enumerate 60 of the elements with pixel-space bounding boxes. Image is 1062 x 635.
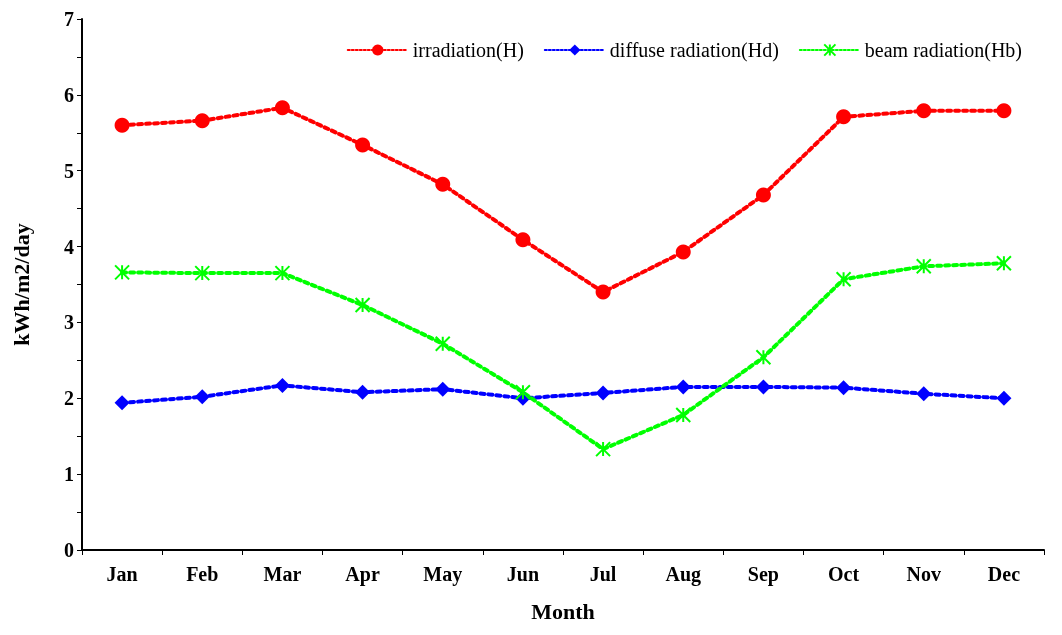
point: [354, 296, 371, 313]
point: [836, 380, 852, 396]
point: [114, 264, 131, 281]
point: [114, 395, 130, 411]
point: [355, 137, 371, 153]
y-axis-title: kWh/m2/day: [8, 223, 34, 346]
x-axis-title: Month: [531, 598, 595, 624]
point: [355, 384, 371, 400]
point: [194, 265, 211, 282]
point: [755, 349, 772, 366]
x-tick-label: May: [423, 563, 463, 586]
point: [514, 384, 531, 401]
point: [595, 385, 611, 401]
x-tick-label: Sep: [747, 563, 779, 586]
x-tick-label: Dec: [987, 563, 1021, 585]
point: [434, 335, 451, 352]
y-tick-label: 6: [64, 83, 74, 106]
x-tick-label: Jun: [506, 563, 540, 585]
point: [274, 265, 291, 282]
point: [996, 103, 1012, 119]
x-tick-label: Feb: [186, 563, 219, 585]
x-tick-label: Aug: [665, 563, 702, 586]
point: [915, 258, 932, 275]
x-tick-label: Apr: [345, 563, 380, 586]
point: [194, 389, 210, 405]
point: [835, 271, 852, 288]
point: [916, 103, 932, 119]
point: [595, 284, 611, 300]
point: [675, 406, 692, 423]
x-tick-label: Oct: [828, 563, 860, 585]
legend-label: irradiation(H): [412, 39, 524, 62]
point: [755, 187, 771, 203]
point: [675, 379, 691, 395]
point: [916, 386, 932, 402]
point: [996, 390, 1012, 406]
y-tick-label: 2: [64, 387, 74, 410]
y-tick-label: 0: [64, 539, 74, 561]
y-tick-label: 5: [64, 159, 74, 182]
legend-label: beam radiation(Hb): [864, 39, 1023, 62]
point: [274, 100, 290, 116]
point: [675, 244, 691, 260]
point: [114, 117, 130, 133]
y-tick-label: 1: [64, 463, 74, 486]
point: [274, 377, 290, 393]
x-tick-label: Jul: [589, 563, 617, 585]
x-tick-label: Nov: [906, 563, 941, 585]
point: [755, 379, 771, 395]
point: [836, 109, 852, 125]
point: [515, 232, 531, 248]
y-tick-label: 7: [64, 8, 74, 30]
point: [435, 381, 451, 397]
y-tick-label: 3: [64, 311, 74, 334]
point: [435, 176, 451, 192]
y-tick-label: 4: [64, 235, 74, 258]
legend-label: diffuse radiation(Hd): [609, 39, 779, 62]
point: [995, 255, 1012, 272]
point: [595, 441, 612, 458]
point: [194, 113, 210, 129]
x-tick-label: Jan: [106, 563, 138, 585]
x-tick-label: Mar: [263, 563, 302, 585]
